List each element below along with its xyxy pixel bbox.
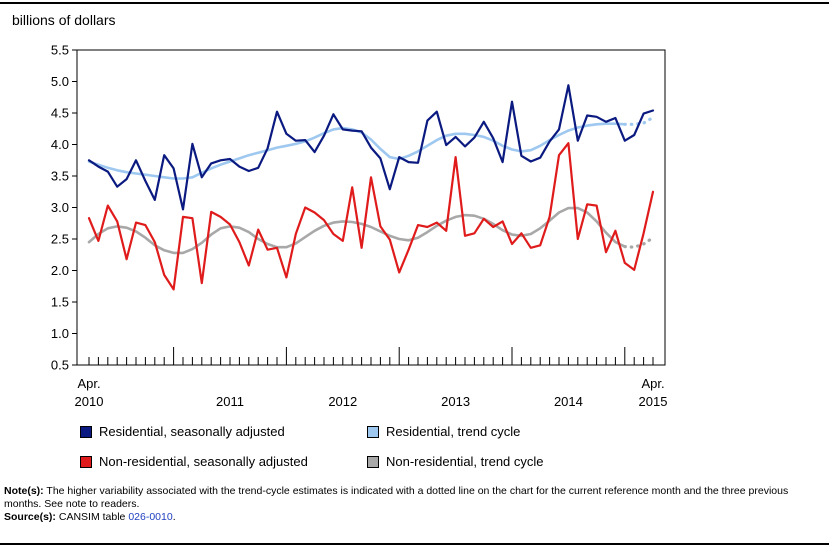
legend-label: Residential, trend cycle [386,424,521,439]
chart: 0.5 1.0 1.5 2.0 2.5 3.0 3.5 4.0 4.5 5.0 5.5 Apr. 201… [51,43,668,410]
y-tick-label: 1.0 [51,326,69,341]
y-tick-label: 4.5 [51,106,69,121]
legend-swatch-residential-sa [80,425,92,438]
y-tick-label: 3.5 [51,169,69,184]
bottom-rule [0,543,829,545]
note-text: The higher variability associated with t… [4,485,789,510]
y-tick-label: 4.0 [51,137,69,152]
y-tick-label: 2.0 [51,263,69,278]
series-line [87,84,655,211]
note-line: Note(s): The higher variability associat… [4,485,824,511]
legend-label: Residential, seasonally adjusted [99,424,285,439]
y-tick-label: 5.0 [51,74,69,89]
series-line [87,142,655,291]
legend-item-residential-sa: Residential, seasonally adjusted [80,424,285,439]
y-tick-label: 1.5 [51,295,69,310]
x-tick-label-year: 2010 [75,394,104,409]
legend-swatch-nonresidential-trend [367,455,379,468]
y-tick-label: 0.5 [51,358,69,373]
y-tick-label: 3.0 [51,200,69,215]
legend-item-nonresidential-sa: Non-residential, seasonally adjusted [80,454,308,469]
x-tick-label-year: 2011 [216,394,244,409]
y-tick-label: 2.5 [51,232,69,247]
x-tick-label-month: Apr. [77,376,100,391]
x-tick-label-year: 2014 [554,394,583,409]
cansim-table-link[interactable]: 026-0010 [128,511,173,523]
legend-item-residential-trend: Residential, trend cycle [367,424,520,439]
x-tick-label-year: 2012 [328,394,357,409]
legend-item-nonresidential-trend: Non-residential, trend cycle [367,454,544,469]
x-tick-label-month: Apr. [641,376,664,391]
legend-swatch-nonresidential-sa [80,455,92,468]
series-line-dotted [623,236,655,249]
source-end: . [172,511,176,523]
note-label: Note(s): [4,485,44,497]
source-label: Source(s): [4,511,56,523]
legend-label: Non-residential, trend cycle [386,454,544,469]
legend-swatch-residential-trend [367,425,379,438]
top-rule [0,2,829,4]
chart-notes: Note(s): The higher variability associat… [4,485,824,524]
x-tick-label-year: 2015 [639,394,668,409]
legend-label: Non-residential, seasonally adjusted [99,454,308,469]
source-line: Source(s): CANSIM table 026-0010. [4,511,824,524]
y-axis-title: billions of dollars [12,12,116,28]
x-tick-label-year: 2013 [441,394,470,409]
source-text: CANSIM table [58,511,129,523]
y-tick-label: 5.5 [51,43,69,58]
